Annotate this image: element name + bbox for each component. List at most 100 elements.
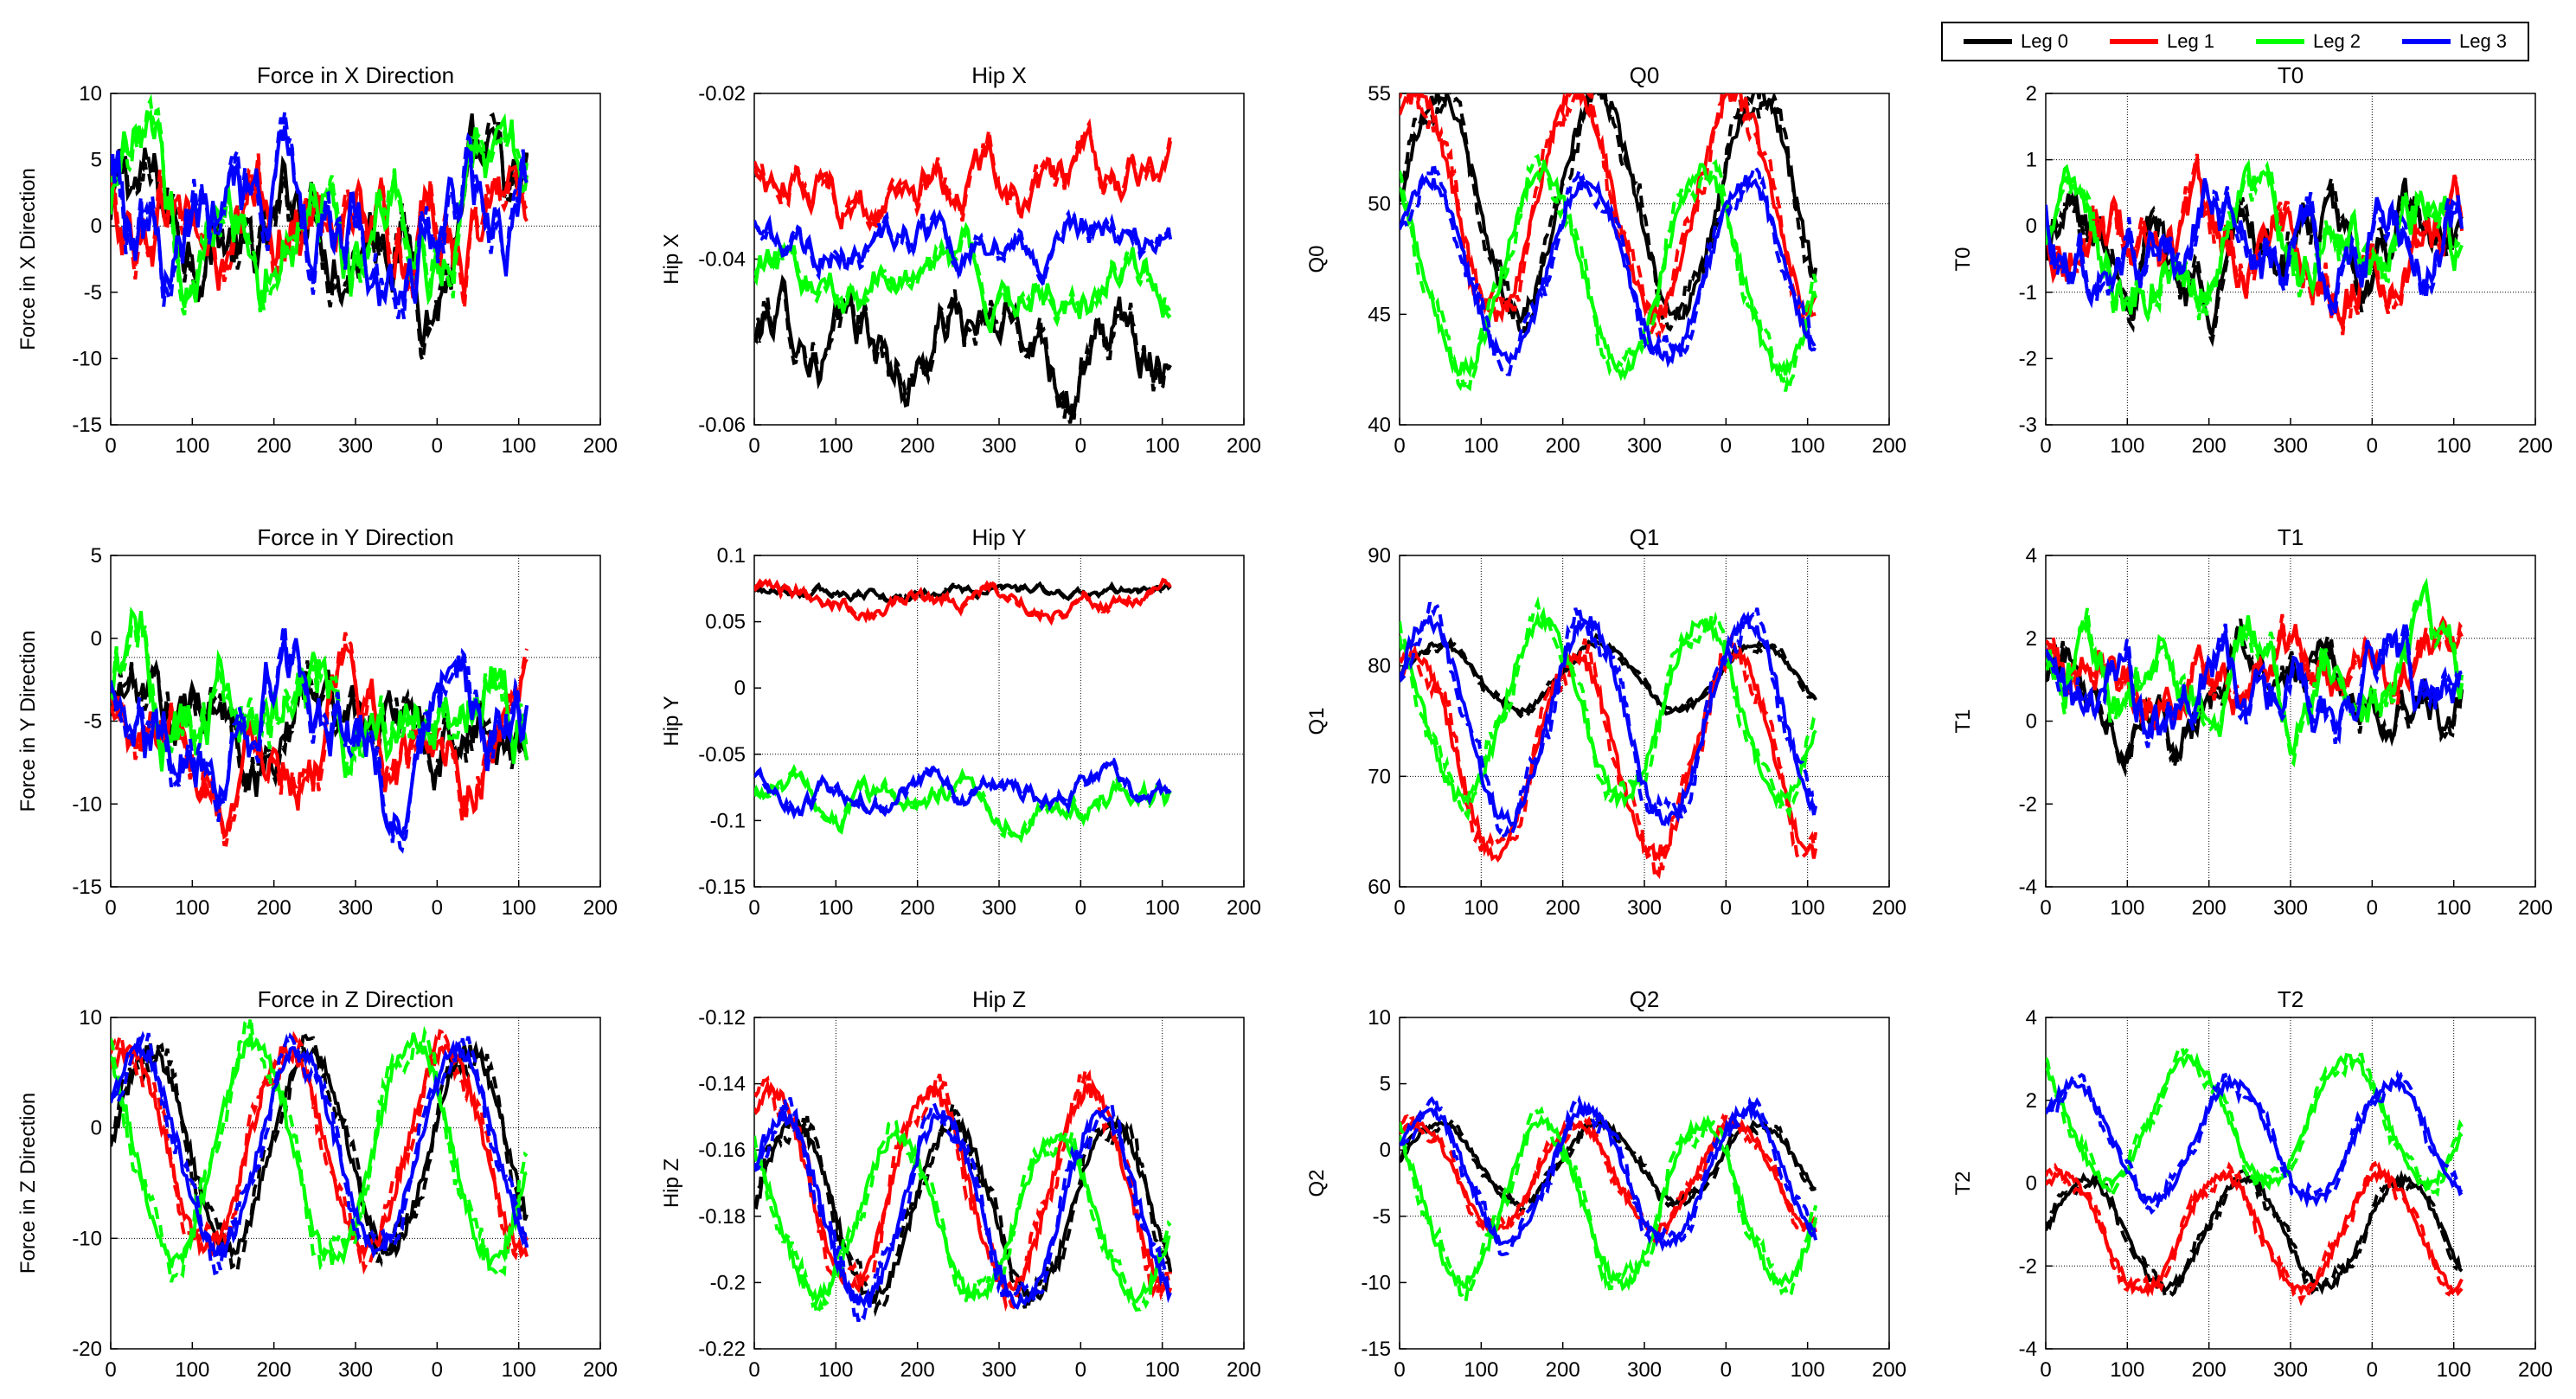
panel-7-series-leg-2-dashed [1400, 595, 1817, 822]
panel-2-series-leg-2 [754, 221, 1172, 334]
panel-2-series-leg-3 [754, 209, 1173, 284]
panel-6-ytick-label-4: -0.1 [710, 809, 746, 832]
legend-entry-leg-0: Leg 0 [1963, 30, 2068, 53]
panel-3-series-leg-2-dashed [1400, 153, 1818, 395]
panel-3-series-leg-2 [1400, 160, 1818, 382]
panel-10-ytick-label-0: -0.12 [698, 1006, 746, 1030]
panel-4-ytick-label-3: -1 [2019, 281, 2037, 305]
panel-6-ylabel: Hip Y [660, 696, 683, 746]
panel-11-xtick-label-0: 0 [1394, 1358, 1405, 1382]
panel-5-series-leg-3 [111, 638, 529, 841]
legend-entry-leg-1: Leg 1 [2109, 30, 2215, 53]
panel-2-xtick-label-6: 200 [1227, 434, 1261, 458]
panel-10-ytick-label-5: -0.22 [698, 1338, 746, 1361]
panel-8-ytick-label-3: -2 [2019, 793, 2037, 816]
panel-5-xtick-label-5: 100 [502, 896, 536, 920]
panel-7-series-leg-2 [1400, 610, 1817, 810]
panel-4-ytick-label-4: -2 [2019, 347, 2037, 370]
panel-11-ytick-label-0: 10 [1368, 1006, 1391, 1030]
panel-8-title: T1 [2278, 524, 2304, 550]
panel-5-title: Force in Y Direction [257, 524, 453, 550]
panel-4-ylabel: T0 [1951, 247, 1975, 271]
panel-5-ytick-label-4: -15 [72, 876, 102, 899]
legend-label-leg-3: Leg 3 [2458, 30, 2508, 52]
panel-5-series-leg-1 [111, 643, 529, 840]
panel-4-xtick-label-1: 100 [2110, 434, 2144, 458]
panel-9-ylabel: Force in Z Direction [16, 1093, 40, 1274]
panel-12-series-leg-1 [2046, 1167, 2464, 1298]
panel-10-ytick-label-3: -0.18 [698, 1205, 746, 1229]
panel-6-ytick-label-2: 0 [734, 677, 746, 700]
panel-11-ylabel: Q2 [1305, 1169, 1329, 1197]
panel-9-xtick-label-0: 0 [105, 1358, 116, 1382]
panel-4-ytick-label-2: 0 [2026, 215, 2037, 238]
panel-10-series-leg-2 [754, 1126, 1171, 1307]
legend-swatch-leg-2 [2255, 39, 2304, 44]
panel-11-xtick-label-3: 300 [1627, 1358, 1662, 1382]
panel-1-xtick-label-3: 300 [338, 434, 373, 458]
panel-7-ylabel: Q1 [1305, 707, 1329, 735]
panel-12-xtick-label-0: 0 [2040, 1358, 2051, 1382]
panel-9-ytick-label-3: -20 [72, 1338, 102, 1361]
legend-label-leg-1: Leg 1 [2166, 30, 2215, 52]
panel-8-xtick-label-0: 0 [2040, 896, 2051, 920]
panel-1-xtick-label-5: 100 [502, 434, 536, 458]
panel-10-series-leg-1 [754, 1077, 1173, 1300]
panel-3-xtick-label-0: 0 [1394, 434, 1405, 458]
panel-7-xtick-label-0: 0 [1394, 896, 1405, 920]
panel-9-xtick-label-1: 100 [175, 1358, 209, 1382]
panel-2-ytick-label-4: -0.06 [698, 414, 746, 437]
panel-12-series-leg-0 [2046, 1169, 2464, 1295]
panel-7-xtick-label-6: 200 [1872, 896, 1906, 920]
panel-9-xtick-label-6: 200 [583, 1358, 618, 1382]
panel-2-xtick-label-5: 100 [1145, 434, 1180, 458]
panel-4-xtick-label-3: 300 [2273, 434, 2308, 458]
panel-5-xtick-label-4: 0 [432, 896, 443, 920]
panel-11-xtick-label-2: 200 [1546, 1358, 1580, 1382]
panel-1-xtick-label-1: 100 [175, 434, 209, 458]
panel-7-ytick-label-3: 60 [1368, 876, 1391, 899]
panel-12-ytick-label-1: 2 [2026, 1089, 2037, 1113]
panel-10-title: Hip Z [972, 986, 1026, 1012]
panel-3-ytick-label-1: 50 [1368, 193, 1391, 216]
panel-10-xtick-label-3: 300 [982, 1358, 1016, 1382]
panel-2-ytick-label-0: -0.02 [698, 82, 746, 106]
panel-2-title: Hip X [971, 62, 1027, 88]
panel-7-xtick-label-4: 0 [1721, 896, 1732, 920]
panel-12-ylabel: T2 [1951, 1171, 1975, 1195]
panel-6-xtick-label-5: 100 [1145, 896, 1180, 920]
panel-5-xtick-label-2: 200 [257, 896, 292, 920]
panel-7-xtick-label-2: 200 [1546, 896, 1580, 920]
panel-3-xtick-label-5: 100 [1791, 434, 1825, 458]
panel-4-ytick-label-5: -3 [2019, 414, 2037, 437]
panel-11-xtick-label-6: 200 [1872, 1358, 1906, 1382]
panel-12-xtick-label-3: 300 [2273, 1358, 2308, 1382]
panel-8-xtick-label-3: 300 [2273, 896, 2308, 920]
legend-entry-leg-3: Leg 3 [2401, 30, 2508, 53]
panel-1-title: Force in X Direction [257, 62, 454, 88]
panel-9-xtick-label-5: 100 [502, 1358, 536, 1382]
panel-8-ytick-label-4: -4 [2019, 876, 2037, 899]
panel-1-ytick-label-3: -5 [84, 281, 102, 305]
panel-3-xtick-label-2: 200 [1546, 434, 1580, 458]
panel-7-xtick-label-1: 100 [1464, 896, 1498, 920]
panel-11-series-leg-1 [1400, 1114, 1817, 1236]
panel-12-series-leg-3 [2046, 1075, 2464, 1209]
panel-7-title: Q1 [1630, 524, 1660, 550]
panel-11-series-leg-2 [1400, 1113, 1818, 1292]
panel-9-title: Force in Z Direction [258, 986, 454, 1012]
panel-12-xtick-label-4: 0 [2367, 1358, 2378, 1382]
panel-9-series-leg-1-dashed [111, 1029, 529, 1275]
panel-1-ylabel: Force in X Direction [16, 168, 40, 350]
panel-6-title: Hip Y [971, 524, 1026, 550]
panel-9-axes-box [110, 1017, 601, 1350]
panel-4-series-leg-3 [2046, 177, 2464, 311]
panel-1-xtick-label-2: 200 [257, 434, 292, 458]
panel-11-ytick-label-5: -15 [1361, 1338, 1391, 1361]
panel-6-series-leg-3 [754, 760, 1172, 820]
panel-9-ytick-label-0: 10 [79, 1006, 102, 1030]
panel-4-xtick-label-0: 0 [2040, 434, 2051, 458]
panel-10-xtick-label-4: 0 [1075, 1358, 1086, 1382]
legend-swatch-leg-3 [2401, 39, 2451, 44]
panel-8-xtick-label-2: 200 [2192, 896, 2227, 920]
